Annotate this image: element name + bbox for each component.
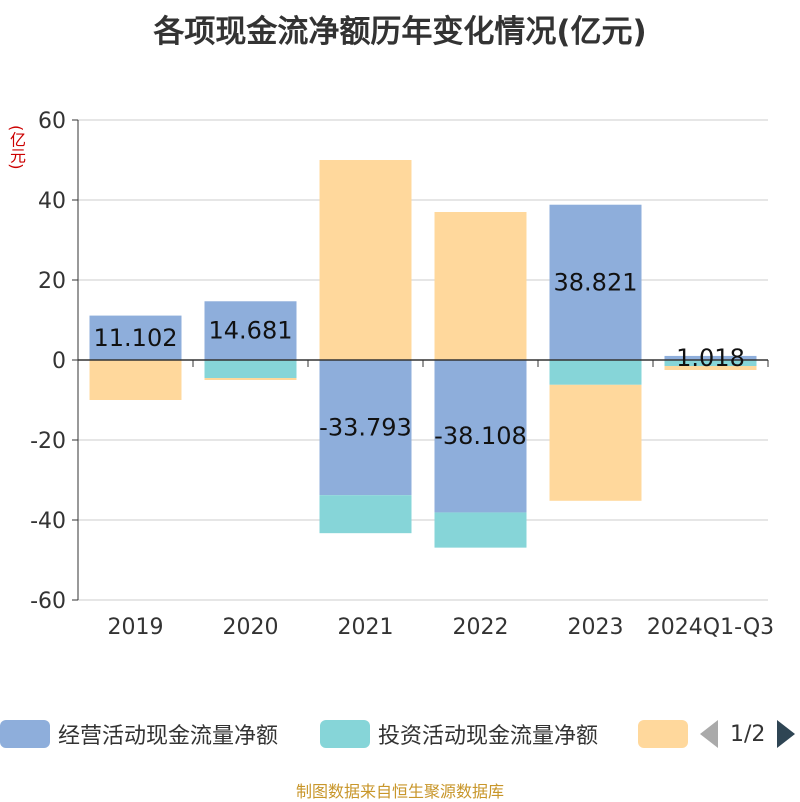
bar-chart: -60 -40 -20 0 20 40 60 2019 2020 2021 2022 2023 2024… [30, 109, 774, 640]
y-tick-label: -40 [30, 509, 66, 534]
legend-swatch-investing [320, 720, 370, 748]
legend-item-financing[interactable] [638, 716, 688, 752]
legend-label-investing: 投资活动现金流量净额 [378, 724, 599, 749]
legend-item-investing[interactable]: 投资活动现金流量净额 [320, 716, 598, 752]
bars [89, 160, 757, 548]
pager-indicator: 1/2 [730, 721, 766, 747]
legend-item-operating[interactable]: 经营活动现金流量净额 [0, 716, 278, 752]
data-label: -38.108 [434, 422, 527, 450]
chart-title: 各项现金流净额历年变化情况(亿元) [153, 14, 647, 50]
data-label: 1.018 [676, 344, 745, 372]
x-tick-label: 2022 [453, 615, 509, 640]
bar-investing-2021 [319, 495, 412, 534]
data-label: 38.821 [554, 268, 638, 296]
legend-swatch-financing [638, 720, 688, 748]
legend-pager: 1/2 [700, 716, 796, 752]
data-source: 制图数据来自恒生聚源数据库 [295, 782, 504, 801]
y-tick-label: 40 [38, 189, 66, 214]
x-tick-label: 2024Q1-Q3 [647, 615, 774, 640]
pager-prev-icon[interactable] [700, 720, 718, 748]
legend-label-operating: 经营活动现金流量净额 [58, 724, 279, 749]
y-tick-label: 60 [38, 109, 66, 134]
bar-operating-2024Q1-Q3 [664, 355, 757, 360]
bar-operating-2019 [89, 315, 182, 360]
legend: 经营活动现金流量净额 投资活动现金流量净额 [0, 716, 800, 752]
x-tick-label: 2023 [568, 615, 624, 640]
x-tick-label: 2021 [338, 615, 394, 640]
bar-financing-2024Q1-Q3 [664, 366, 757, 370]
bar-investing-2022 [434, 512, 527, 548]
data-label: -33.793 [319, 414, 412, 442]
data-label: 14.681 [209, 317, 293, 345]
bar-operating-2020 [204, 301, 297, 360]
axes: -60 -40 -20 0 20 40 60 2019 2020 2021 2022 2023 2024… [30, 109, 774, 640]
bar-financing-2021 [319, 160, 412, 360]
y-tick-label: 0 [52, 349, 66, 374]
pager-next-icon[interactable] [777, 720, 796, 748]
legend-swatch-operating [0, 720, 50, 748]
x-tick-label: 2019 [108, 615, 164, 640]
bar-operating-2023 [549, 204, 642, 360]
bar-financing-2020 [204, 378, 297, 380]
bar-investing-2020 [204, 360, 297, 378]
y-axis-unit: (亿元) [7, 125, 26, 170]
bar-investing-2023 [549, 360, 642, 385]
x-tick-label: 2020 [223, 615, 279, 640]
data-label: 11.102 [94, 324, 178, 352]
bar-financing-2022 [434, 212, 527, 360]
y-tick-label: -20 [30, 429, 66, 454]
y-tick-label: 20 [38, 269, 66, 294]
bar-operating-2021 [319, 360, 412, 496]
bar-financing-2019 [89, 360, 182, 400]
bar-financing-2023 [549, 384, 642, 501]
bar-investing-2024Q1-Q3 [664, 360, 757, 366]
bar-operating-2022 [434, 360, 527, 513]
data-labels: 11.102 14.681 -33.793 -38.108 38.821 1.018 [94, 268, 745, 450]
y-tick-label: -60 [30, 589, 66, 614]
